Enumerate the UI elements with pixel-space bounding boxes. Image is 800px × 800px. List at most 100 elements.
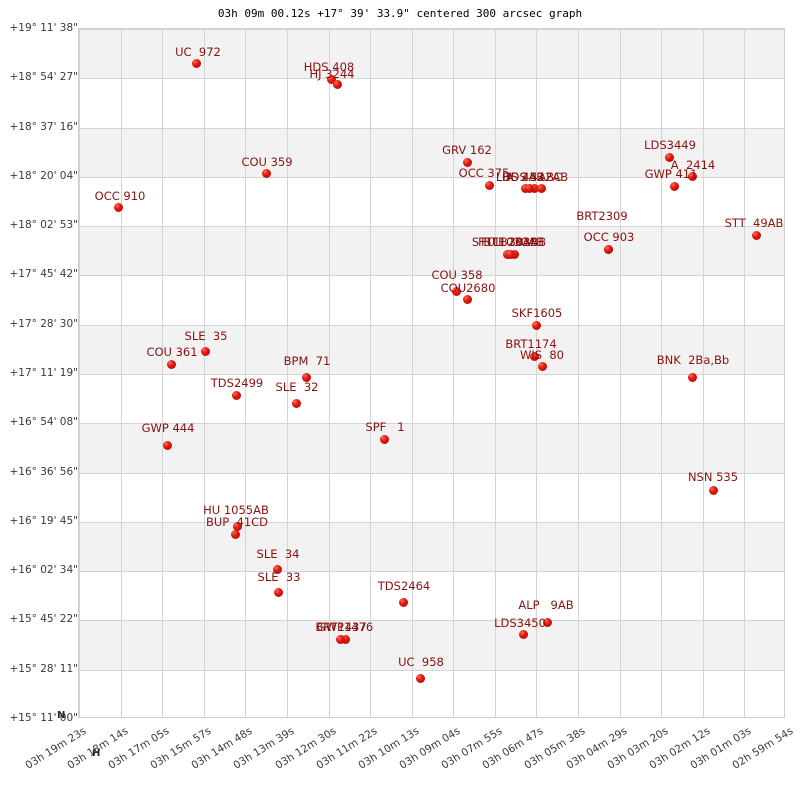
gridline-vertical [412,29,413,717]
stray-glyph: N [57,710,66,721]
star-marker[interactable] [451,286,461,296]
y-axis-tick-label: +15° 45' 22" [9,613,78,626]
star-marker[interactable] [230,529,240,539]
gridline-vertical [370,29,371,717]
x-axis-tick-label: 03h 07m 55s [439,725,505,772]
star-marker[interactable] [273,587,283,597]
gridline-vertical [204,29,205,717]
star-marker[interactable] [603,244,613,254]
star-label: TDS2464 [377,579,431,593]
star-marker[interactable] [326,74,336,84]
star-marker[interactable] [524,183,534,193]
y-axis-tick-label: +18° 20' 04" [9,169,78,182]
gridline-vertical [744,29,745,717]
gridline-vertical [578,29,579,717]
star-label: SKF1605 [511,306,563,320]
star-marker[interactable] [542,617,552,627]
star-marker[interactable] [301,372,311,382]
x-axis-tick-label: 03h 17m 05s [106,725,172,772]
x-axis-tick-label: 03h 02m 12s [647,725,713,772]
grid-band [79,127,784,177]
gridline-horizontal [79,226,784,227]
gridline-horizontal [79,473,784,474]
star-marker[interactable] [708,485,718,495]
star-marker[interactable] [529,351,539,361]
y-axis-tick-label: +18° 02' 53" [9,219,78,232]
star-marker[interactable] [531,320,541,330]
x-axis-tick-label: 03h 03m 20s [605,725,671,772]
star-marker[interactable] [113,202,123,212]
star-marker[interactable] [537,361,547,371]
gridline-vertical [536,29,537,717]
star-marker[interactable] [484,180,494,190]
x-axis-tick-label: 03h 05m 38s [522,725,588,772]
star-marker[interactable] [751,230,761,240]
grid-band [79,29,784,79]
star-marker[interactable] [379,434,389,444]
star-marker[interactable] [505,249,515,259]
star-marker[interactable] [664,152,674,162]
y-axis-tick-label: +17° 45' 42" [9,268,78,281]
y-axis-tick-label: +19° 11' 38" [9,22,78,34]
y-axis-tick-label: +15° 28' 11" [9,662,78,675]
x-axis-tick-label: 03h 10m 13s [356,725,422,772]
gridline-vertical [79,29,80,717]
y-axis-tick-label: +16° 19' 45" [9,514,78,527]
x-axis-tick-label: 02h 59m 54s [730,725,796,772]
gridline-horizontal [79,78,784,79]
plot-area[interactable]: UC 972 HDS 408 HJ 3244 COU 359 OCC 910 GRV 16… [78,28,785,718]
star-marker[interactable] [231,390,241,400]
star-marker[interactable] [536,183,546,193]
star-marker[interactable] [687,171,697,181]
x-axis-tick-label: 03h 11m 22s [314,725,380,772]
star-marker[interactable] [232,521,242,531]
y-axis-tick-label: +16° 36' 56" [9,465,78,478]
gridline-horizontal [79,423,784,424]
gridline-vertical [703,29,704,717]
x-axis-tick-label: 03h 12m 30s [272,725,338,772]
star-marker[interactable] [415,673,425,683]
gridline-horizontal [79,522,784,523]
star-marker[interactable] [335,634,345,644]
gridline-vertical [162,29,163,717]
gridline-horizontal [79,670,784,671]
grid-band [79,620,784,670]
star-label: SLE 32 [275,380,319,394]
star-marker[interactable] [166,359,176,369]
grid-band [79,423,784,473]
gridline-horizontal [79,325,784,326]
star-marker[interactable] [332,79,342,89]
gridline-horizontal [79,128,784,129]
star-marker[interactable] [191,58,201,68]
gridline-horizontal [79,29,784,30]
grid-band [79,324,784,374]
star-marker[interactable] [462,294,472,304]
x-axis-tick-label: 03h 06m 47s [480,725,546,772]
star-marker[interactable] [340,634,350,644]
star-marker[interactable] [669,181,679,191]
star-marker[interactable] [261,168,271,178]
star-marker[interactable] [687,372,697,382]
star-label: TDS2499 [210,376,264,390]
star-marker[interactable] [398,597,408,607]
y-axis-tick-label: +17° 28' 30" [9,317,78,330]
star-marker[interactable] [200,346,210,356]
star-marker[interactable] [529,183,539,193]
x-axis-tick-label: 03h 14m 48s [189,725,255,772]
gridline-horizontal [79,620,784,621]
star-marker[interactable] [291,398,301,408]
star-marker[interactable] [518,629,528,639]
y-axis-tick-label: +18° 54' 27" [9,71,78,84]
star-marker[interactable] [462,157,472,167]
gridline-vertical [495,29,496,717]
star-marker[interactable] [272,564,282,574]
star-marker[interactable] [162,440,172,450]
gridline-vertical [121,29,122,717]
gridline-horizontal [79,177,784,178]
stray-glyph: H [92,748,101,759]
grid-band [79,521,784,572]
star-label: COU2680 [440,281,496,295]
star-label: HU 1055AB [203,503,269,517]
page-title: 03h 09m 00.12s +17° 39' 33.9" centered 3… [217,7,583,20]
